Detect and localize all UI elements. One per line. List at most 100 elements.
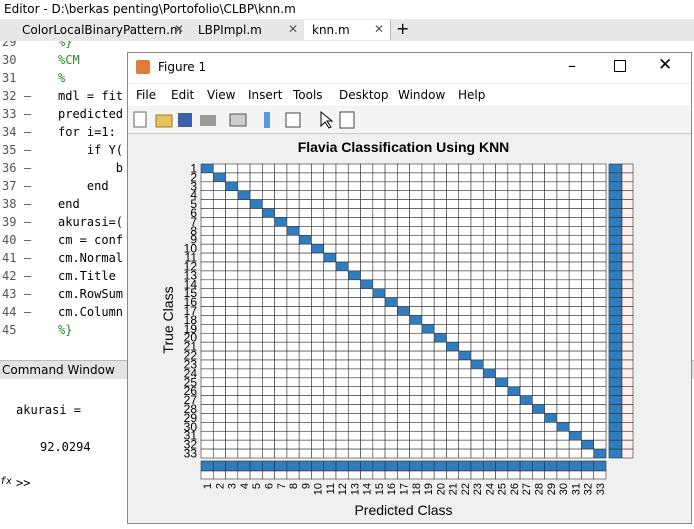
menu-item[interactable]: Help (458, 88, 486, 102)
save-icon[interactable] (178, 113, 192, 127)
cell (482, 324, 496, 334)
cell (200, 413, 214, 423)
tab-close[interactable]: ✕ (174, 22, 185, 36)
cell (532, 181, 545, 192)
cell (482, 261, 496, 272)
cell (274, 288, 288, 298)
cell (372, 252, 386, 263)
cell (274, 422, 288, 432)
cell (421, 386, 435, 396)
cell (237, 261, 251, 272)
cell (323, 297, 337, 307)
cell (532, 234, 545, 245)
cell (225, 306, 239, 316)
cell (212, 324, 226, 334)
x-tick-label: 21 (448, 483, 460, 495)
row-summary-cell (608, 234, 623, 245)
menu-item[interactable]: Edit (171, 88, 195, 102)
row-summary-cell (621, 448, 634, 459)
cell (262, 190, 275, 200)
column-summary-cell (323, 470, 337, 480)
cell (200, 172, 214, 183)
x-tick-label: 13 (349, 483, 361, 495)
cell (200, 181, 214, 192)
row-summary-cell (621, 234, 634, 245)
cell (556, 163, 570, 174)
cell (482, 439, 496, 450)
cell (298, 422, 312, 432)
menu-item[interactable]: File (136, 88, 157, 102)
new-tab[interactable]: + (396, 19, 410, 38)
minimize[interactable]: – (568, 56, 576, 75)
menu-item[interactable]: Window (398, 88, 446, 102)
breakpoint-marker: – (24, 287, 32, 301)
tab-close[interactable]: ✕ (288, 22, 299, 36)
diagonal-cell (581, 439, 595, 450)
cell (482, 395, 496, 405)
cell (421, 448, 435, 459)
cell (556, 448, 570, 459)
maximize[interactable] (614, 60, 626, 72)
tab-close[interactable]: ✕ (374, 22, 385, 36)
cell (482, 422, 496, 432)
cell (519, 430, 533, 441)
cell (212, 163, 226, 174)
figure-title: Figure 1 (158, 60, 207, 74)
column-summary-cell (225, 460, 239, 472)
cell (482, 288, 496, 298)
colorbar-icon[interactable] (264, 112, 270, 128)
cell (262, 172, 275, 183)
cell (397, 243, 410, 254)
row-summary-cell (608, 332, 623, 343)
print-icon[interactable] (200, 115, 216, 126)
legend-icon[interactable] (285, 112, 301, 128)
cell (298, 288, 312, 298)
cell (298, 270, 312, 281)
cell (507, 448, 521, 459)
cell (384, 190, 398, 200)
pointer-icon[interactable] (320, 110, 334, 129)
y-tick-label: 17 (184, 304, 198, 318)
y-tick-label: 8 (190, 224, 197, 238)
cell (249, 413, 263, 423)
cell (581, 226, 595, 236)
cell (200, 395, 214, 405)
cell (360, 439, 374, 450)
cell (556, 404, 570, 414)
menu-item[interactable]: Desktop (339, 88, 389, 102)
tab[interactable]: LBPImpl.m ✕ (190, 20, 305, 40)
diagonal-cell (446, 341, 460, 352)
y-tick-label: 5 (190, 197, 197, 211)
link-icon[interactable] (229, 113, 247, 127)
cell (544, 234, 558, 245)
open-icon[interactable] (155, 114, 173, 128)
cell (421, 297, 435, 307)
cell (237, 306, 251, 316)
close[interactable]: ✕ (658, 55, 673, 75)
property-icon[interactable] (339, 111, 355, 129)
cell (347, 181, 361, 192)
cell (568, 252, 582, 263)
menu-item[interactable]: Insert (248, 88, 283, 102)
cell (519, 252, 533, 263)
cell (372, 306, 386, 316)
x-tick-label: 27 (521, 483, 533, 495)
cell (360, 181, 374, 192)
cell (249, 172, 263, 183)
new-icon[interactable] (133, 111, 147, 128)
menu-item[interactable]: Tools (293, 88, 323, 102)
menu-item[interactable]: View (207, 88, 236, 102)
prompt[interactable]: >> (16, 476, 31, 490)
cell (397, 341, 410, 352)
cell (237, 359, 251, 370)
cell (298, 226, 312, 236)
cell (568, 288, 582, 298)
cell (212, 448, 226, 459)
cell (298, 172, 312, 183)
tab[interactable]: knn.m ✕ (304, 20, 391, 40)
cell (262, 181, 275, 192)
cell (298, 430, 312, 441)
column-summary-cell (212, 460, 226, 472)
cell (286, 252, 300, 263)
tab[interactable]: ColorLocalBinaryPattern.m ✕ (14, 20, 191, 40)
